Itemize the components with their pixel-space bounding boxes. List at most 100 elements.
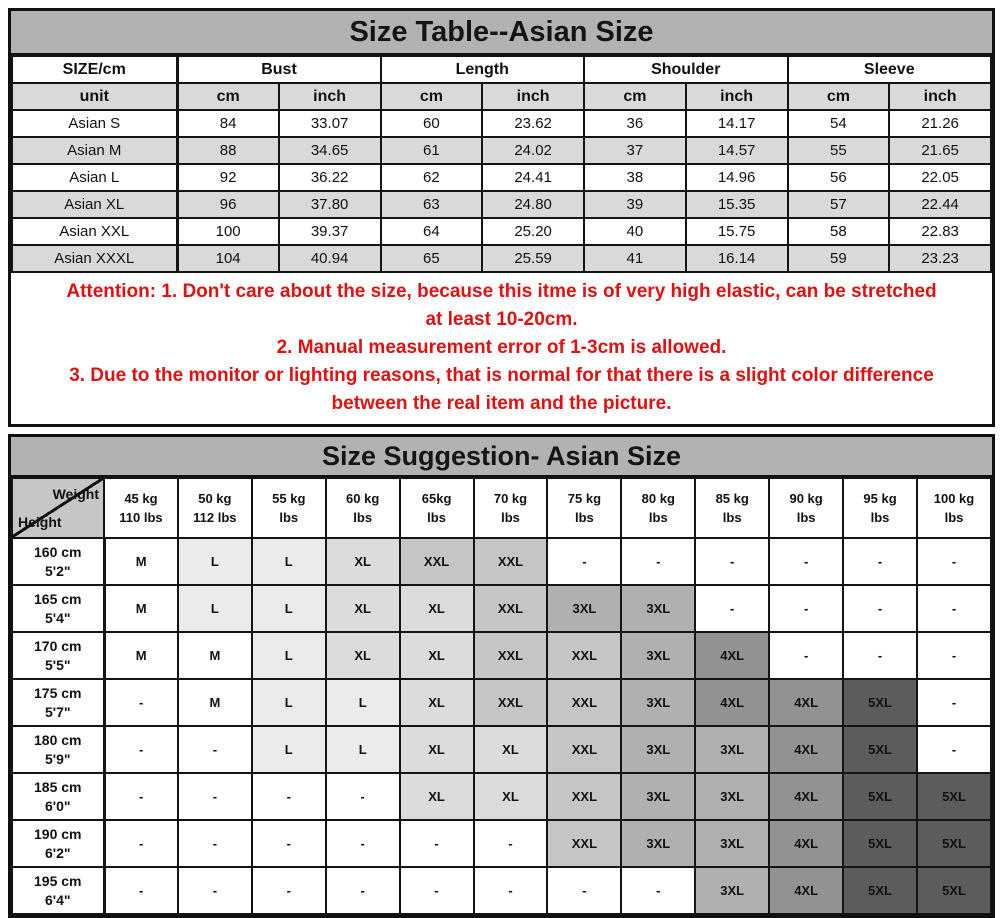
unit-label-cell: unit — [11, 82, 179, 111]
weight-kg-label: 60 kg — [346, 491, 380, 506]
weight-kg-label: 85 kg — [715, 491, 749, 506]
size-table-row: Asian XXL 100 39.37 64 25.20 40 15.75 58 22.83 — [11, 217, 992, 246]
height-cm-label: 165 cm — [34, 590, 82, 607]
size-table-row: Asian XL 96 37.80 63 24.80 39 15.35 57 22.44 — [11, 190, 992, 219]
suggestion-table-head: Weight Height 45 kg 110 lbs 50 kg 112 lbs 55 k… — [11, 477, 993, 539]
height-ft-label: 5'7" — [44, 703, 71, 720]
weight-header-cell: 55 kg lbs — [250, 477, 327, 539]
weight-lbs-label: lbs — [501, 510, 520, 525]
size-suggestion-cell: L — [250, 725, 327, 774]
size-suggestion-cell: - — [103, 819, 179, 868]
size-suggestion-cell: M — [176, 631, 253, 680]
unit-header-cell: cm — [176, 82, 280, 111]
measurement-cell: 23.23 — [888, 244, 992, 273]
weight-lbs-label: lbs — [353, 510, 373, 525]
height-cm-label: 175 cm — [34, 684, 82, 701]
measurement-cell: 39.37 — [277, 217, 382, 246]
size-suggestion-cell: - — [250, 866, 327, 915]
measurement-cell: 14.17 — [684, 109, 789, 138]
size-suggestion-cell: 3XL — [546, 584, 623, 633]
size-suggestion-cell: XL — [398, 772, 475, 821]
size-suggestion-cell: 3XL — [694, 772, 771, 821]
measurement-cell: 92 — [176, 163, 280, 192]
weight-kg-label: 95 kg — [863, 491, 897, 506]
size-suggestion-cell: - — [694, 584, 771, 633]
measurement-cell: 33.07 — [277, 109, 382, 138]
size-table-group-row: SIZE/cm Bust Length Shoulder Sleeve — [11, 55, 992, 84]
size-suggestion-cell: M — [103, 584, 179, 633]
size-suggestion-panel: Size Suggestion- Asian Size Weight Height… — [8, 434, 995, 918]
suggestion-row: 190 cm 6'2" - - - - - - XXL 3XL 3XL 4XL 5XL 5XL — [11, 819, 993, 868]
size-suggestion-cell: - — [176, 725, 253, 774]
size-suggestion-cell: - — [768, 631, 845, 680]
measurement-cell: 41 — [583, 244, 687, 273]
weight-header-cell: 70 kg lbs — [472, 477, 549, 539]
size-table-unit-row: unit cm inch cm inch cm inch cm inch — [11, 82, 992, 111]
measurement-cell: 37 — [583, 136, 687, 165]
size-suggestion-cell: XXL — [546, 631, 623, 680]
size-suggestion-cell: XXL — [472, 631, 549, 680]
size-suggestion-cell: XL — [472, 725, 549, 774]
measurement-cell: 61 — [379, 136, 484, 165]
size-suggestion-cell: XXL — [546, 819, 623, 868]
size-suggestion-cell: 4XL — [768, 866, 845, 915]
size-suggestion-cell: 5XL — [842, 866, 918, 915]
attention-line: 2. Manual measurement error of 1-3cm is … — [276, 337, 727, 358]
size-suggestion-cell: - — [546, 866, 623, 915]
size-suggestion-cell: XL — [398, 678, 475, 727]
measurement-cell: 25.59 — [481, 244, 585, 273]
size-suggestion-cell: - — [176, 772, 253, 821]
unit-header-cell: cm — [786, 82, 891, 111]
measure-group-header: Length — [379, 55, 585, 84]
weight-lbs-label: lbs — [870, 510, 890, 525]
corner-height-label: Height — [18, 514, 62, 530]
height-ft-label: 5'9" — [44, 750, 71, 767]
size-suggestion-cell: - — [915, 584, 993, 633]
size-suggestion-cell: - — [915, 631, 993, 680]
size-suggestion-cell: 5XL — [915, 866, 993, 915]
size-suggestion-cell: - — [103, 725, 179, 774]
height-ft-label: 5'5" — [44, 656, 71, 673]
measurement-cell: 24.41 — [481, 163, 585, 192]
measurement-cell: 37.80 — [277, 190, 382, 219]
size-suggestion-cell: - — [324, 819, 401, 868]
weight-kg-label: 100 kg — [933, 491, 975, 506]
weight-lbs-label: lbs — [574, 510, 594, 525]
size-suggestion-cell: 4XL — [768, 678, 845, 727]
size-label-cell: Asian L — [11, 163, 179, 192]
size-suggestion-cell: - — [103, 866, 179, 915]
measurement-cell: 21.65 — [888, 136, 992, 165]
attention-line: 3. Due to the monitor or lighting reason… — [69, 365, 934, 386]
attention-line: at least 10-20cm. — [425, 309, 578, 330]
height-cm-label: 195 cm — [34, 872, 82, 889]
size-suggestion-cell: XXL — [546, 772, 623, 821]
size-suggestion-cell: M — [103, 631, 179, 680]
size-col-header: SIZE/cm — [11, 55, 179, 84]
suggestion-table-body: 160 cm 5'2" M L L XL XXL XXL - - - - - -165 cm 5'4" M L L… — [11, 537, 993, 915]
size-suggestion-cell: 4XL — [694, 678, 771, 727]
size-table-body: Asian S 84 33.07 60 23.62 36 14.17 54 21.26 Asian… — [11, 109, 992, 273]
size-label-cell: Asian XXL — [11, 217, 179, 246]
size-suggestion-cell: XL — [324, 537, 401, 586]
height-cell: 195 cm 6'4" — [11, 866, 106, 915]
size-suggestion-cell: 3XL — [694, 725, 771, 774]
unit-header-cell: cm — [379, 82, 484, 111]
size-suggestion-cell: XL — [324, 631, 401, 680]
size-label-cell: Asian M — [11, 136, 179, 165]
size-suggestion-cell: - — [546, 537, 623, 586]
weight-kg-label: 50 kg — [198, 491, 232, 506]
measurement-cell: 63 — [379, 190, 484, 219]
size-suggestion-cell: XXL — [472, 678, 549, 727]
height-ft-label: 5'4" — [44, 609, 71, 626]
measurement-cell: 22.44 — [888, 190, 992, 219]
size-suggestion-cell: L — [250, 584, 327, 633]
weight-lbs-label: lbs — [796, 510, 816, 525]
size-suggestion-cell: 3XL — [620, 772, 697, 821]
weight-header-cell: 95 kg lbs — [842, 477, 918, 539]
size-suggestion-cell: 4XL — [768, 772, 845, 821]
size-suggestion-cell: - — [472, 819, 549, 868]
weight-kg-label: 45 kg — [124, 491, 158, 506]
suggestion-row: 180 cm 5'9" - - L L XL XL XXL 3XL 3XL 4XL 5XL - — [11, 725, 993, 774]
suggestion-row: 165 cm 5'4" M L L XL XL XXL 3XL 3XL - - - - — [11, 584, 993, 633]
size-suggestion-cell: 3XL — [620, 584, 697, 633]
